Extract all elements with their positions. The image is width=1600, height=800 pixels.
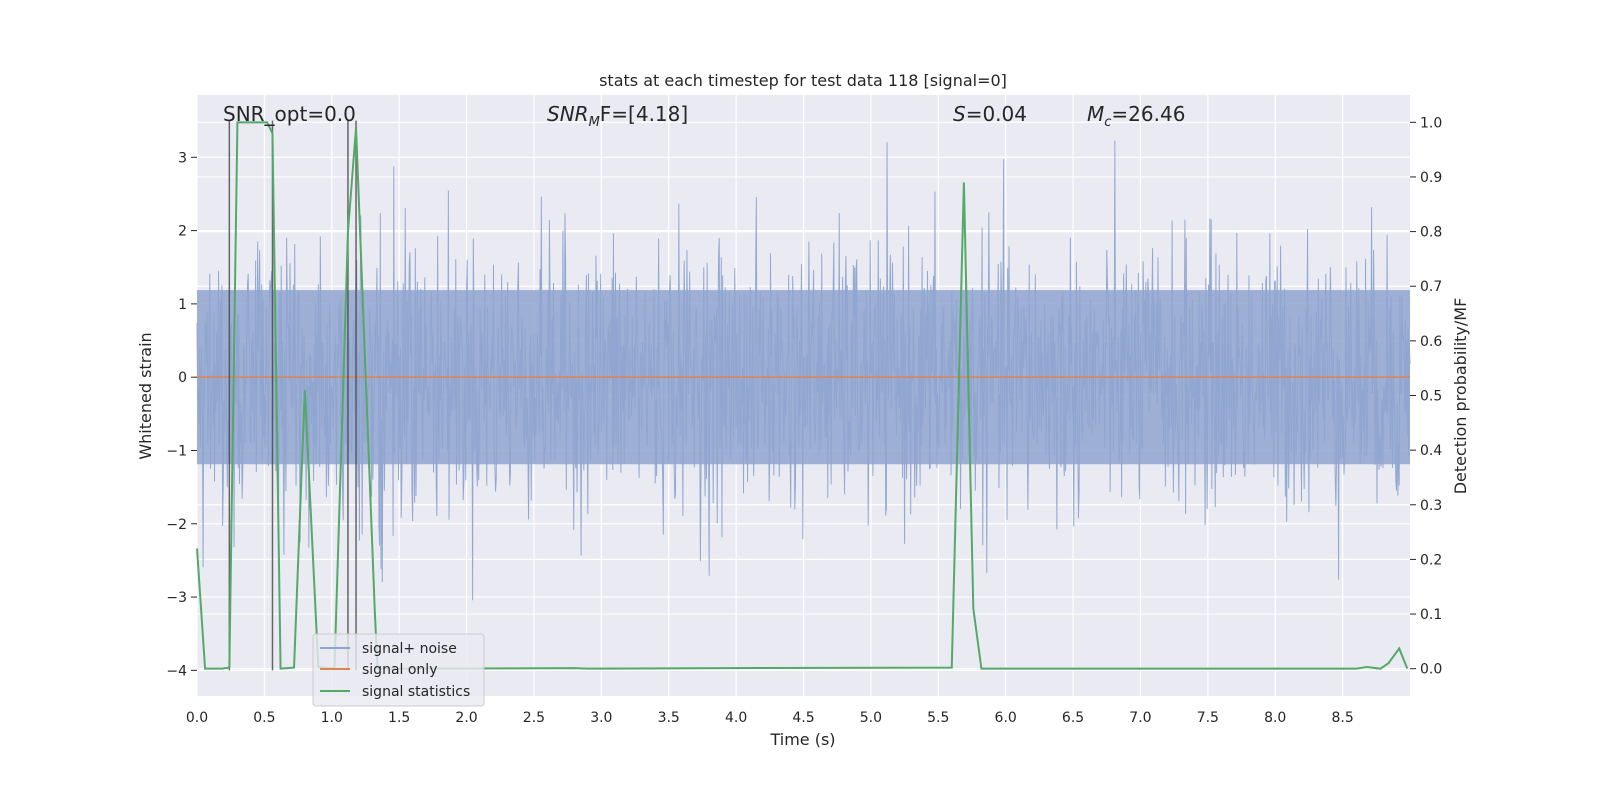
x-tick-label: 1.5	[388, 710, 410, 726]
x-tick-label: 4.5	[792, 710, 814, 726]
legend-label-signal: signal only	[362, 662, 437, 678]
y-right-tick-label: 0.2	[1420, 552, 1442, 568]
y-right-tick-label: 0.1	[1420, 607, 1442, 623]
x-tick-label: 6.0	[995, 710, 1017, 726]
y-right-tick-label: 0.5	[1420, 389, 1442, 405]
y-right-tick-label: 0.6	[1420, 334, 1442, 350]
x-axis-ticks: 0.0 0.5 1.0 1.5 2.0 2.5 3.0 3.5 4.0 4.5 5.0 5.5 6.0 6…	[186, 710, 1354, 726]
y-left-tick-label: −1	[166, 443, 187, 459]
vertical-markers	[228, 120, 357, 671]
x-tick-label: 1.0	[321, 710, 343, 726]
y-right-tick-label: 0.9	[1420, 170, 1442, 186]
x-tick-label: 6.5	[1062, 710, 1084, 726]
x-tick-label: 5.0	[860, 710, 882, 726]
x-tick-label: 8.5	[1331, 710, 1353, 726]
y-left-tick-label: 2	[178, 224, 187, 240]
legend-box	[312, 633, 485, 707]
x-tick-label: 7.5	[1197, 710, 1219, 726]
x-tick-label: 5.5	[927, 710, 949, 726]
y-left-tick-label: 3	[178, 150, 187, 166]
legend-label-noise: signal+ noise	[362, 641, 457, 657]
y-left-tick-label: 1	[178, 297, 187, 313]
x-tick-label: 0.0	[186, 710, 208, 726]
y-right-tick-label: 0.7	[1420, 279, 1442, 295]
y-left-axis-ticks: −4 −3 −2 −1 0 1 2 3	[166, 150, 197, 679]
x-tick-label: 2.0	[455, 710, 477, 726]
y-right-tick-label: 1.0	[1420, 115, 1442, 131]
legend-label-stats: signal statistics	[362, 684, 470, 700]
x-tick-label: 3.0	[590, 710, 612, 726]
y-left-tick-label: −2	[166, 517, 187, 533]
x-tick-label: 4.0	[725, 710, 747, 726]
y-left-axis-label: Whitened strain	[136, 332, 155, 459]
y-left-tick-label: 0	[178, 370, 187, 386]
y-left-tick-label: −4	[166, 663, 187, 679]
snr-mf-annotation: SNRMF=[4.18]	[547, 102, 688, 130]
y-right-tick-label: 0.3	[1420, 498, 1442, 514]
y-right-axis-label: Detection probability/MF	[1451, 298, 1470, 495]
y-right-axis-ticks: 0.0 0.1 0.2 0.3 0.4 0.5 0.6 0.7 0.8 0.9 1.0	[1410, 115, 1442, 678]
s-annotation: S=0.04	[953, 102, 1027, 126]
x-tick-label: 7.0	[1129, 710, 1151, 726]
chart-title: stats at each timestep for test data 118…	[599, 71, 1007, 90]
x-tick-label: 8.0	[1264, 710, 1286, 726]
x-tick-label: 2.5	[523, 710, 545, 726]
snr-opt-annotation: SNR_opt=0.0	[223, 102, 356, 126]
x-axis-label: Time (s)	[769, 730, 835, 749]
mc-annotation: Mc=26.46	[1087, 102, 1185, 130]
y-right-tick-label: 0.4	[1420, 443, 1442, 459]
y-right-tick-label: 0.8	[1420, 225, 1442, 241]
legend: signal+ noise signal only signal statist…	[312, 633, 485, 707]
y-left-tick-label: −3	[166, 590, 187, 606]
y-right-tick-label: 0.0	[1420, 662, 1442, 678]
x-tick-label: 0.5	[253, 710, 275, 726]
x-tick-label: 3.5	[658, 710, 680, 726]
